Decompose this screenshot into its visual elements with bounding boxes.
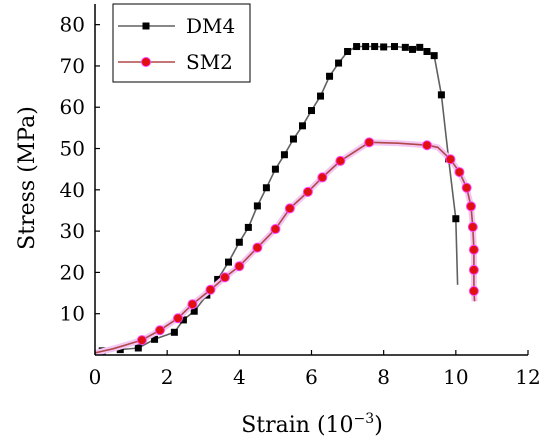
point-dm4-23 [344,47,352,55]
series-line-dm4 [94,45,459,354]
plot-area [94,43,479,356]
point-dm4-10 [225,258,233,266]
point-dm4-7 [190,307,198,315]
point-dm4-6 [179,316,187,324]
point-sm2-21 [461,182,472,193]
point-dm4-18 [298,122,306,130]
point-sm2-15 [364,137,375,148]
point-dm4-30 [409,45,417,53]
axis-ticks: 0 2 4 6 8 10 12 10 20 30 40 50 60 70 80 [60,13,541,389]
point-dm4-24 [353,43,361,51]
y-tick-label-7: 80 [60,13,85,37]
legend-marker-sm2 [141,57,151,67]
point-dm4-20 [317,92,325,100]
point-sm2-17 [421,140,432,151]
point-dm4-31 [416,43,424,51]
point-sm2-25 [468,264,479,275]
point-sm2-22 [465,201,476,212]
x-tick-label-3: 6 [305,365,318,389]
point-sm2-4 [172,313,183,324]
point-sm2-26 [468,285,479,296]
point-sm2-8 [234,261,245,272]
point-dm4-28 [390,43,398,51]
point-dm4-26 [371,43,379,51]
x-tick-label-4: 8 [377,365,390,389]
point-dm4-32 [423,47,431,55]
legend-label-dm4: DM4 [186,14,235,38]
point-sm2-24 [468,244,479,255]
point-dm4-13 [253,202,261,210]
point-sm2-5 [187,299,198,310]
series-halo-sm2 [94,139,478,356]
y-tick-label-4: 50 [60,137,85,161]
point-dm4-14 [262,184,270,192]
point-dm4-16 [280,151,288,159]
point-dm4-19 [308,107,315,115]
point-dm4-21 [326,72,334,80]
point-dm4-3 [134,344,142,352]
point-sm2-14 [335,155,346,166]
point-sm2-6 [205,284,216,295]
x-tick-label-2: 4 [233,365,246,389]
point-sm2-3 [154,325,165,336]
point-sm2-9 [252,242,263,253]
x-tick-label-1: 2 [161,365,174,389]
x-tick-label-0: 0 [89,365,102,389]
x-tick-label-5: 10 [443,365,468,389]
y-tick-label-0: 10 [60,302,85,326]
y-tick-label-2: 30 [60,219,85,243]
point-dm4-29 [401,43,409,51]
point-sm2-23 [467,221,478,232]
point-sm2-2 [136,335,147,346]
legend-label-sm2: SM2 [186,50,233,74]
point-sm2-7 [219,272,230,283]
point-sm2-12 [302,186,313,197]
point-dm4-9 [214,275,222,283]
x-axis-title-text: Strain (10 [241,413,353,438]
series-line-sm2 [94,141,476,354]
legend: DM4 SM2 [112,3,251,83]
y-tick-label-6: 70 [60,54,85,78]
legend-marker-dm4 [142,22,150,30]
point-dm4-25 [362,43,370,51]
point-dm4-36 [452,215,460,223]
y-axis-title: Stress (MPa) [15,106,40,250]
x-tick-label-6: 12 [515,365,540,389]
point-sm2-11 [284,203,295,214]
y-tick-label-3: 40 [60,178,85,202]
point-dm4-15 [271,165,279,173]
point-dm4-11 [235,238,243,246]
point-dm4-34 [437,91,445,99]
point-dm4-22 [335,59,343,67]
point-dm4-4 [151,335,159,343]
x-axis-title-close: ) [374,413,383,438]
point-dm4-5 [170,328,178,336]
y-tick-label-5: 60 [60,95,85,119]
point-sm2-13 [317,172,328,183]
point-dm4-27 [380,43,388,51]
x-axis-title: Strain (10−3) [241,411,383,438]
legend-box [112,3,251,83]
point-dm4-17 [289,135,297,143]
point-sm2-20 [454,167,465,178]
point-dm4-33 [430,52,438,60]
point-dm4-12 [244,223,252,231]
point-sm2-10 [270,224,281,235]
y-tick-label-1: 20 [60,260,85,284]
x-axis-title-exponent: −3 [354,411,375,427]
point-sm2-19 [445,154,456,165]
